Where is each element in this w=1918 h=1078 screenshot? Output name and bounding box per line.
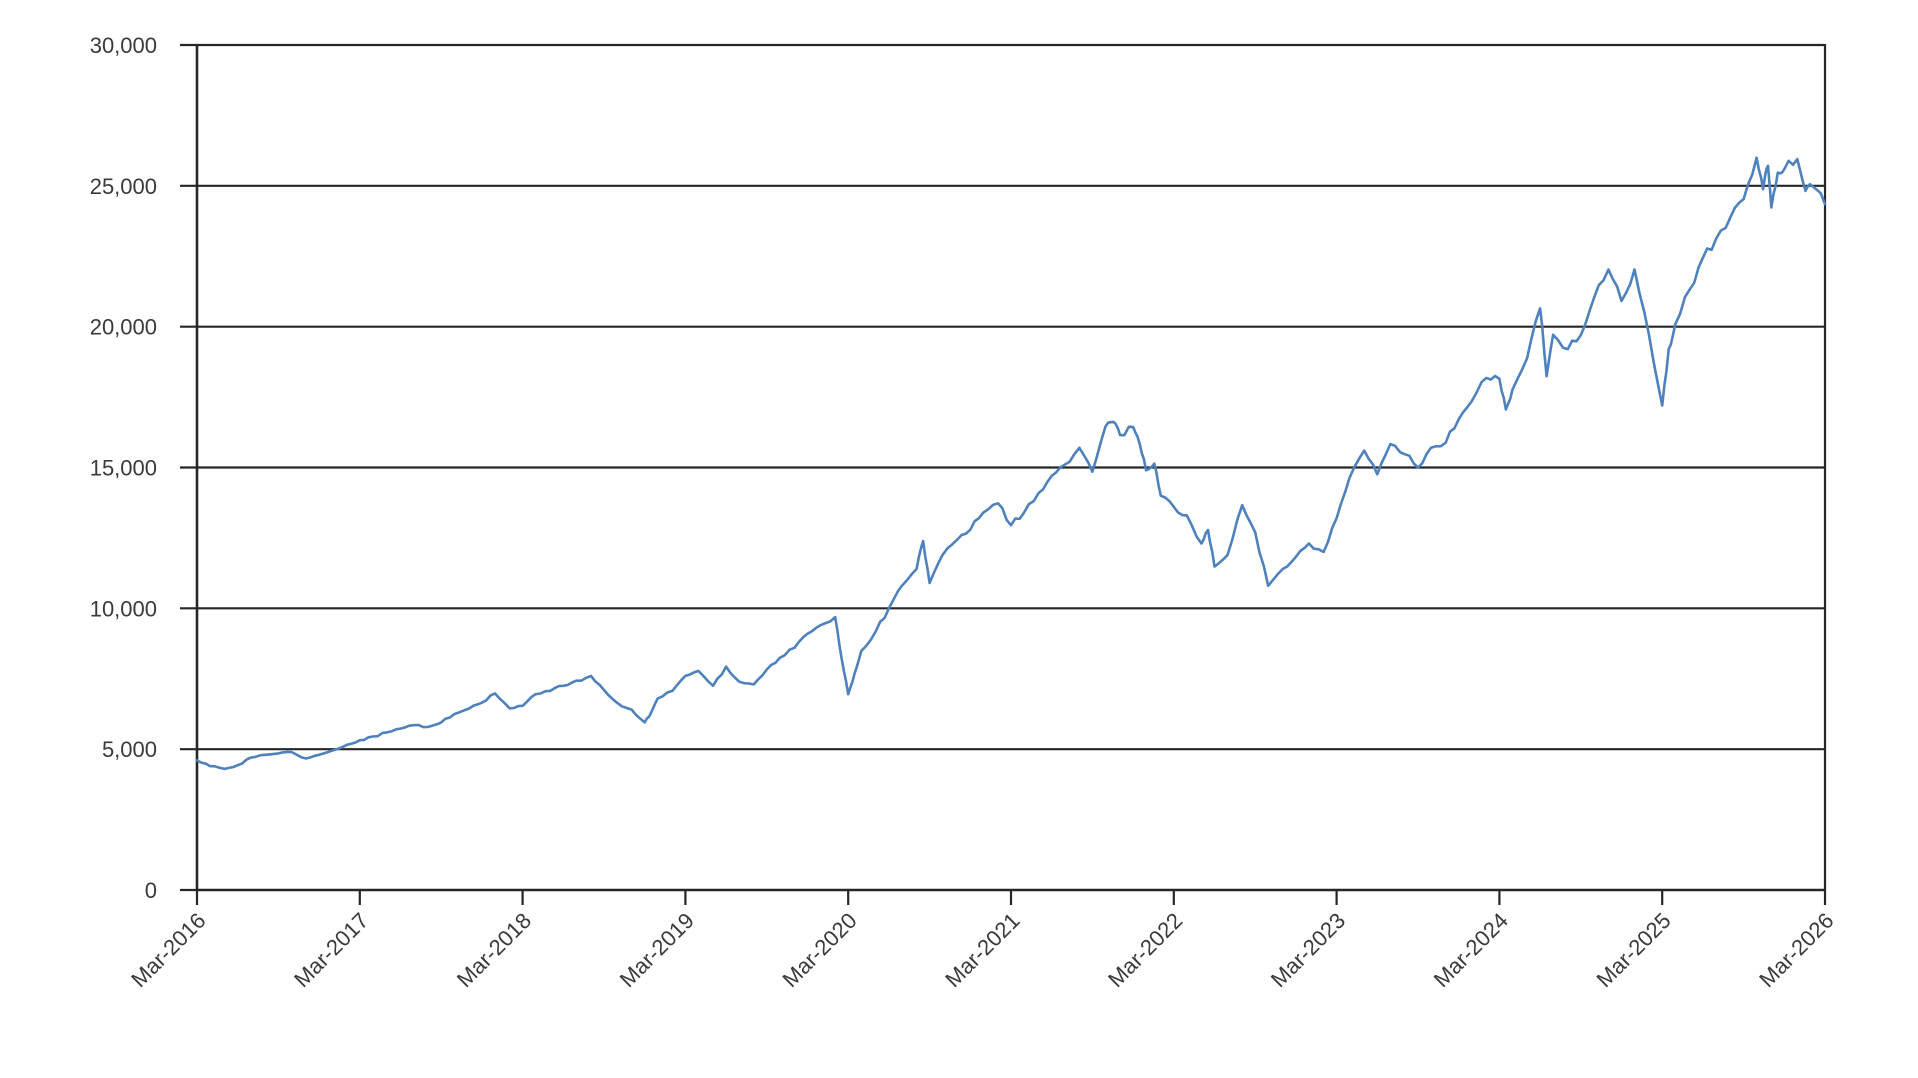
y-axis-label-30000: 30,000 (90, 33, 157, 58)
y-axis-label-0: 0 (145, 878, 157, 903)
y-axis-label-5000: 5,000 (102, 737, 157, 762)
x-axis-label-Mar-2016: Mar-2016 (126, 908, 210, 992)
x-axis-label-Mar-2019: Mar-2019 (615, 908, 699, 992)
y-axis-label-25000: 25,000 (90, 174, 157, 199)
x-axis-label-Mar-2020: Mar-2020 (777, 908, 861, 992)
series-group (195, 156, 1827, 771)
x-axis-label-Mar-2017: Mar-2017 (289, 908, 373, 992)
price-line-series (195, 156, 1827, 771)
x-axis-label-Mar-2026: Mar-2026 (1754, 908, 1838, 992)
x-axis-label-Mar-2018: Mar-2018 (452, 908, 536, 992)
x-axis-label-Mar-2024: Mar-2024 (1429, 908, 1513, 992)
gridlines-group (197, 43, 1825, 751)
x-axis-label-Mar-2025: Mar-2025 (1591, 908, 1675, 992)
axis-labels-group: 0 5,000 10,000 15,000 20,000 25,000 30,000 Mar-… (90, 33, 1839, 992)
x-axis-label-Mar-2021: Mar-2021 (940, 908, 1024, 992)
y-axis-label-15000: 15,000 (90, 456, 157, 481)
x-axis-label-Mar-2022: Mar-2022 (1103, 908, 1187, 992)
axes-group (180, 43, 1827, 905)
y-axis-label-10000: 10,000 (90, 596, 157, 621)
y-axis-label-20000: 20,000 (90, 315, 157, 340)
x-axis-label-Mar-2023: Mar-2023 (1266, 908, 1350, 992)
